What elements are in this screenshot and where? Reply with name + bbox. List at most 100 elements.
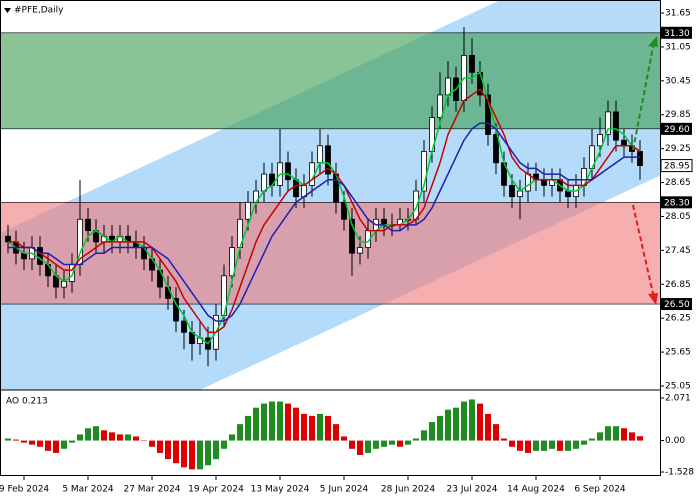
ao-bar	[469, 399, 475, 441]
ao-bar	[301, 413, 307, 441]
ao-bar	[461, 401, 467, 441]
candle-body	[637, 151, 643, 166]
x-tick-label: 28 Jun 2024	[381, 485, 435, 495]
ao-bar	[533, 440, 539, 451]
ao-bar	[5, 438, 11, 441]
ao-bar	[197, 440, 203, 470]
menu-icon	[4, 8, 11, 13]
ao-tick-label: 2.071	[665, 394, 691, 404]
candle-body	[485, 94, 491, 135]
candle-body	[605, 111, 611, 135]
ao-bar	[69, 440, 75, 443]
y-tick-label: 25.65	[665, 348, 691, 358]
level-label: 26.50	[664, 300, 690, 310]
ao-bar	[221, 440, 227, 449]
candle-body	[381, 218, 387, 226]
moving-average	[8, 88, 641, 334]
x-tick-label: 9 Feb 2024	[0, 485, 49, 495]
ao-tick-label: 0.00	[665, 436, 685, 446]
ao-label: AO 0.213	[6, 397, 48, 407]
candle-body	[469, 54, 475, 73]
ao-bar	[29, 440, 35, 445]
ao-bar	[253, 407, 259, 441]
ao-bar	[149, 440, 155, 447]
candle-body	[349, 218, 355, 254]
ao-bar	[541, 440, 547, 451]
ao-bar	[333, 424, 339, 441]
level-box	[661, 26, 692, 39]
ao-bar	[21, 440, 27, 443]
ao-bar	[493, 424, 499, 441]
ao-bar	[285, 403, 291, 441]
moving-average	[8, 122, 640, 322]
candle-body	[341, 201, 347, 220]
ao-bar	[85, 428, 91, 441]
ao-bar	[613, 426, 619, 441]
x-tick-label: 27 Mar 2024	[123, 485, 180, 495]
ao-bar	[373, 440, 379, 449]
candle-body	[565, 190, 571, 198]
ao-bar	[125, 434, 131, 441]
ao-bar	[509, 440, 515, 447]
ao-bar	[173, 440, 179, 464]
ao-bar	[237, 424, 243, 441]
y-tick-label: 29.85	[665, 110, 691, 120]
y-tick-label: 28.65	[665, 178, 691, 188]
down-arrow-head	[648, 293, 658, 305]
level-box	[661, 122, 692, 135]
ao-bar	[269, 401, 275, 441]
ao-bar	[477, 403, 483, 441]
level-label: 29.60	[664, 125, 690, 135]
ao-bar	[589, 438, 595, 441]
ao-bar	[77, 434, 83, 441]
frame	[0, 0, 661, 476]
ao-bar	[37, 440, 43, 447]
ao-bar	[581, 440, 587, 445]
candle-body	[5, 235, 11, 243]
ao-bar	[53, 440, 59, 453]
ao-bar	[421, 430, 427, 441]
x-tick-label: 13 May 2024	[251, 485, 310, 495]
ao-bar	[213, 440, 219, 460]
ao-bar	[349, 440, 355, 449]
ao-bar	[317, 413, 323, 441]
ao-bar	[157, 440, 163, 453]
ao-tick-label: -1.528	[665, 468, 694, 478]
ao-bar	[485, 413, 491, 441]
ao-bar	[629, 432, 635, 441]
candle-body	[293, 179, 299, 198]
ao-bar	[165, 440, 171, 460]
ao-bar	[365, 440, 371, 453]
candle-body	[245, 201, 251, 220]
ao-bar	[277, 401, 283, 441]
candle-body	[421, 151, 427, 192]
level-box	[661, 298, 692, 311]
y-tick-label: 27.45	[665, 246, 691, 256]
y-tick-label: 25.05	[665, 382, 691, 392]
ao-bar	[13, 439, 19, 441]
x-tick-label: 6 Sep 2024	[574, 485, 626, 495]
ao-bar	[101, 430, 107, 441]
ao-bar	[61, 440, 67, 449]
candle-body	[317, 145, 323, 164]
candle-body	[37, 247, 43, 265]
y-tick-label: 30.45	[665, 76, 691, 86]
candle-body	[437, 94, 443, 118]
ao-bar	[93, 426, 99, 441]
candle-body	[85, 218, 91, 231]
ao-bar	[181, 440, 187, 468]
ao-bar	[189, 440, 195, 470]
candle-body	[509, 184, 515, 198]
y-tick-label: 28.05	[665, 212, 691, 222]
x-tick-label: 14 Aug 2024	[507, 485, 565, 495]
ao-bar	[429, 422, 435, 441]
candle-body	[493, 134, 499, 164]
level-label: 28.30	[664, 198, 690, 208]
last-price-box	[660, 159, 693, 173]
ao-bar	[133, 436, 139, 441]
zone	[0, 32, 660, 129]
ao-bar	[453, 407, 459, 441]
ao-bar	[637, 436, 643, 441]
candle-body	[357, 247, 363, 254]
ao-bar	[405, 440, 411, 445]
